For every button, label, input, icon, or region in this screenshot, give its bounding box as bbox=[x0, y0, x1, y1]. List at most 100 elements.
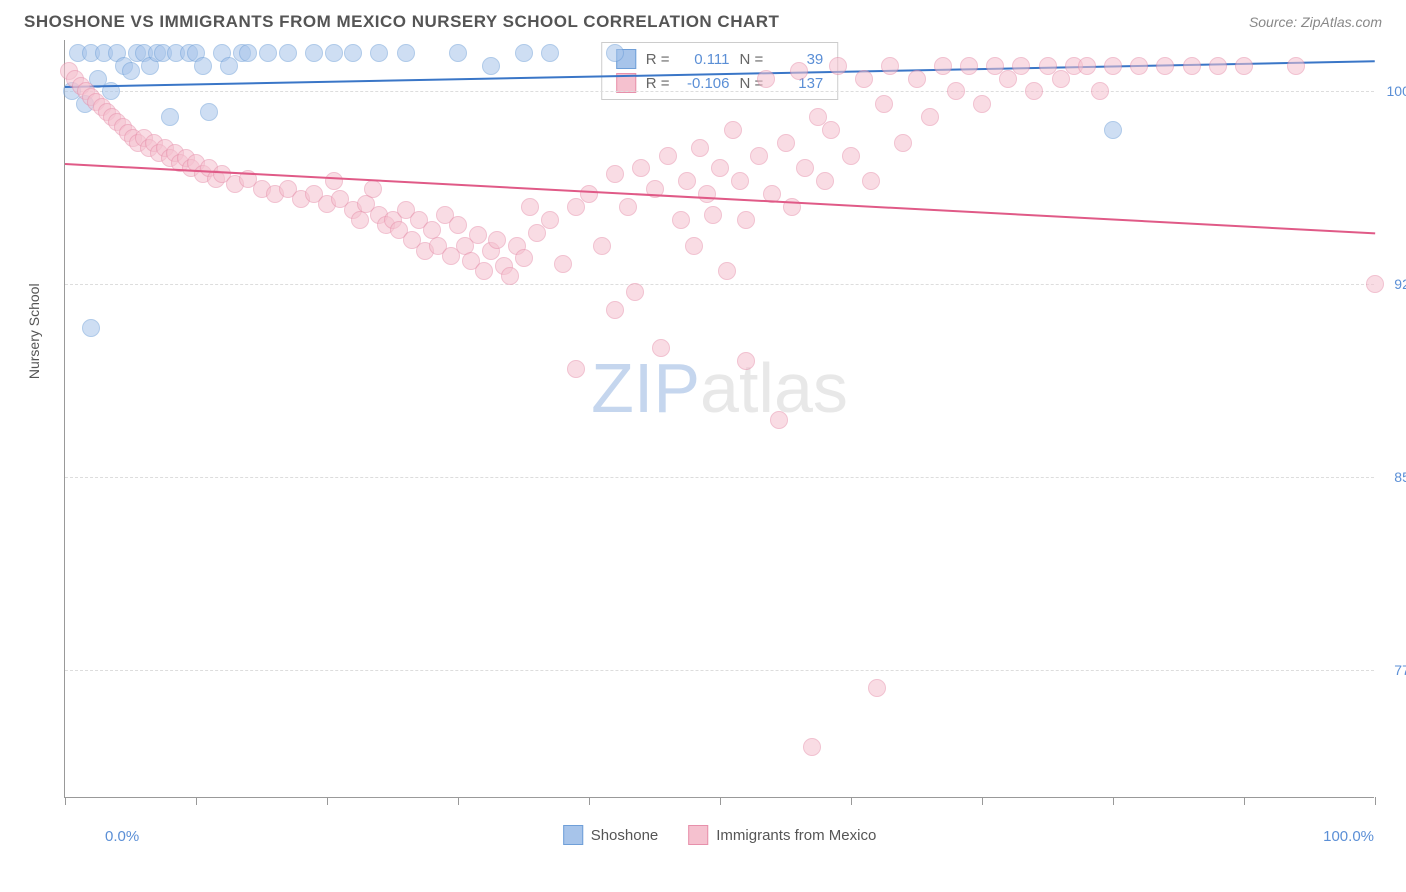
source-attribution: Source: ZipAtlas.com bbox=[1249, 14, 1382, 30]
data-point bbox=[894, 134, 912, 152]
data-point bbox=[364, 180, 382, 198]
legend-label-mexico: Immigrants from Mexico bbox=[716, 827, 876, 844]
data-point bbox=[1366, 275, 1384, 293]
data-point bbox=[1012, 57, 1030, 75]
data-point bbox=[606, 165, 624, 183]
data-point bbox=[796, 159, 814, 177]
data-point bbox=[161, 108, 179, 126]
data-point bbox=[305, 44, 323, 62]
data-point bbox=[921, 108, 939, 126]
chart-container: Nursery School ZIPatlas R = 0.111 N = 39… bbox=[24, 40, 1382, 798]
y-tick-label: 85.0% bbox=[1394, 469, 1406, 485]
data-point bbox=[1156, 57, 1174, 75]
data-point bbox=[515, 249, 533, 267]
r-label: R = bbox=[646, 51, 670, 68]
data-point bbox=[1209, 57, 1227, 75]
data-point bbox=[672, 211, 690, 229]
x-tick bbox=[327, 797, 328, 805]
r-value-shoshone: 0.111 bbox=[680, 51, 730, 68]
gridline bbox=[65, 670, 1374, 671]
data-point bbox=[541, 44, 559, 62]
gridline bbox=[65, 91, 1374, 92]
watermark: ZIPatlas bbox=[591, 348, 848, 428]
x-tick bbox=[196, 797, 197, 805]
data-point bbox=[875, 95, 893, 113]
data-point bbox=[770, 411, 788, 429]
data-point bbox=[1235, 57, 1253, 75]
legend-swatch-shoshone bbox=[563, 825, 583, 845]
data-point bbox=[790, 62, 808, 80]
data-point bbox=[855, 70, 873, 88]
y-axis-title: Nursery School bbox=[26, 283, 42, 379]
y-tick-label: 92.5% bbox=[1394, 276, 1406, 292]
data-point bbox=[750, 147, 768, 165]
data-point bbox=[960, 57, 978, 75]
data-point bbox=[626, 283, 644, 301]
data-point bbox=[593, 237, 611, 255]
y-tick-label: 100.0% bbox=[1387, 83, 1406, 99]
gridline bbox=[65, 477, 1374, 478]
data-point bbox=[122, 62, 140, 80]
data-point bbox=[704, 206, 722, 224]
plot-area: ZIPatlas R = 0.111 N = 39 R = -0.106 N =… bbox=[64, 40, 1374, 798]
data-point bbox=[632, 159, 650, 177]
data-point bbox=[934, 57, 952, 75]
data-point bbox=[325, 172, 343, 190]
data-point bbox=[816, 172, 834, 190]
data-point bbox=[652, 339, 670, 357]
x-tick bbox=[65, 797, 66, 805]
data-point bbox=[737, 211, 755, 229]
data-point bbox=[259, 44, 277, 62]
watermark-zip: ZIP bbox=[591, 349, 700, 427]
r-label: R = bbox=[646, 75, 670, 92]
chart-header: SHOSHONE VS IMMIGRANTS FROM MEXICO NURSE… bbox=[0, 0, 1406, 40]
data-point bbox=[488, 231, 506, 249]
data-point bbox=[1130, 57, 1148, 75]
data-point bbox=[659, 147, 677, 165]
data-point bbox=[279, 44, 297, 62]
data-point bbox=[482, 57, 500, 75]
bottom-legend-mexico: Immigrants from Mexico bbox=[688, 825, 876, 845]
x-axis-end-label: 100.0% bbox=[1323, 828, 1374, 845]
data-point bbox=[351, 211, 369, 229]
legend-swatch-mexico bbox=[688, 825, 708, 845]
data-point bbox=[718, 262, 736, 280]
data-point bbox=[469, 226, 487, 244]
data-point bbox=[711, 159, 729, 177]
chart-title: SHOSHONE VS IMMIGRANTS FROM MEXICO NURSE… bbox=[24, 12, 779, 32]
x-tick bbox=[589, 797, 590, 805]
data-point bbox=[449, 216, 467, 234]
data-point bbox=[973, 95, 991, 113]
data-point bbox=[731, 172, 749, 190]
data-point bbox=[822, 121, 840, 139]
data-point bbox=[606, 301, 624, 319]
data-point bbox=[1025, 82, 1043, 100]
data-point bbox=[678, 172, 696, 190]
data-point bbox=[449, 44, 467, 62]
data-point bbox=[862, 172, 880, 190]
x-tick bbox=[1113, 797, 1114, 805]
gridline bbox=[65, 284, 1374, 285]
x-tick bbox=[982, 797, 983, 805]
bottom-legend: Shoshone Immigrants from Mexico bbox=[563, 825, 877, 845]
data-point bbox=[947, 82, 965, 100]
data-point bbox=[200, 103, 218, 121]
data-point bbox=[344, 44, 362, 62]
data-point bbox=[724, 121, 742, 139]
bottom-legend-shoshone: Shoshone bbox=[563, 825, 659, 845]
data-point bbox=[194, 57, 212, 75]
data-point bbox=[842, 147, 860, 165]
n-label: N = bbox=[740, 51, 764, 68]
data-point bbox=[1104, 57, 1122, 75]
data-point bbox=[757, 70, 775, 88]
data-point bbox=[606, 44, 624, 62]
data-point bbox=[554, 255, 572, 273]
data-point bbox=[1078, 57, 1096, 75]
data-point bbox=[397, 44, 415, 62]
data-point bbox=[881, 57, 899, 75]
data-point bbox=[567, 360, 585, 378]
data-point bbox=[777, 134, 795, 152]
x-axis-start-label: 0.0% bbox=[105, 828, 139, 845]
data-point bbox=[325, 44, 343, 62]
x-tick bbox=[1375, 797, 1376, 805]
